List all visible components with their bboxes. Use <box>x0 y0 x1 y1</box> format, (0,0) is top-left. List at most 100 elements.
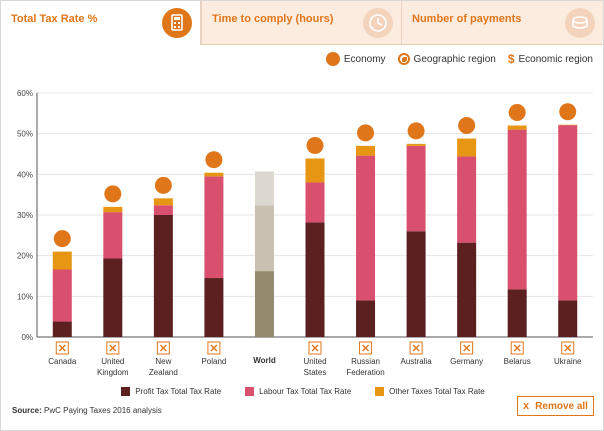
close-icon <box>412 344 420 352</box>
y-tick-label: 0% <box>21 333 33 342</box>
remove-all-button[interactable]: x Remove all <box>517 396 594 416</box>
bar-profit-tax <box>356 300 376 337</box>
coins-icon <box>565 8 595 38</box>
bar-labour-tax <box>457 156 477 243</box>
bar-labour-tax <box>52 269 72 322</box>
bar-other-taxes <box>254 171 274 206</box>
close-icon <box>311 344 319 352</box>
tab-total-tax-rate[interactable]: Total Tax Rate % <box>1 1 201 45</box>
source-label: Source: <box>12 406 42 415</box>
economy-marker <box>154 176 172 194</box>
stacked-bar-chart: 0% 10% 20% 30% 40% 50% 60% Canada United Kingdom N… <box>17 89 593 377</box>
economy-marker <box>306 136 324 154</box>
economy-marker <box>53 230 71 248</box>
bar-labour-tax <box>204 176 224 279</box>
legend-label: Labour Tax Total Tax Rate <box>259 387 352 396</box>
close-icon <box>58 344 66 352</box>
bar-labour-tax <box>103 212 123 259</box>
calculator-icon <box>162 8 192 38</box>
close-icon <box>564 344 572 352</box>
x-category-label: United <box>101 357 124 366</box>
dollar-icon: $ <box>507 52 515 66</box>
economy-marker <box>559 103 577 121</box>
bar-profit-tax <box>406 231 426 337</box>
x-category-label: Ukraine <box>554 357 582 366</box>
clock-icon <box>363 8 393 38</box>
tab-label: Total Tax Rate % <box>11 13 98 25</box>
legend-swatch <box>121 387 131 396</box>
legend-economy[interactable]: Economy <box>325 52 386 66</box>
bar-labour-tax <box>558 125 578 301</box>
economy-marker <box>357 124 375 142</box>
legend-item-other: Other Taxes Total Tax Rate <box>375 387 485 396</box>
bar-profit-tax <box>103 258 123 337</box>
bar-other-taxes <box>52 251 72 270</box>
source-text: PwC Paying Taxes 2016 analysis <box>44 406 162 415</box>
y-tick-label: 60% <box>17 89 33 98</box>
economy-marker <box>407 122 425 140</box>
bar-other-taxes <box>356 145 376 156</box>
bar-other-taxes <box>507 125 527 130</box>
bar-profit-tax <box>52 321 72 337</box>
bar-profit-tax <box>204 278 224 337</box>
legend-economic-region[interactable]: $ Economic region <box>508 52 593 66</box>
remove-all-label: Remove all <box>535 400 588 412</box>
bar-other-taxes <box>406 143 426 146</box>
bar-profit-tax <box>507 289 527 337</box>
economy-dot-icon <box>325 52 340 66</box>
bar-other-taxes <box>305 158 325 183</box>
source-note: Source: PwC Paying Taxes 2016 analysis <box>12 406 162 415</box>
economy-marker <box>104 185 122 203</box>
x-category-label: Germany <box>450 357 483 366</box>
legend-label: Economic region <box>518 53 593 65</box>
bar-other-taxes <box>103 206 123 213</box>
close-icon <box>463 344 471 352</box>
bar-profit-tax <box>153 215 173 337</box>
economy-marker <box>205 151 223 169</box>
bar-profit-tax <box>457 242 477 337</box>
legend-swatch <box>245 387 255 396</box>
tab-time-to-comply[interactable]: Time to comply (hours) <box>201 1 401 45</box>
bar-labour-tax <box>305 182 325 223</box>
legend-geographic-region[interactable]: Geographic region <box>397 53 496 65</box>
x-category-label: Russian <box>351 357 380 366</box>
economy-marker <box>508 104 526 122</box>
x-category-label: Zealand <box>149 368 178 377</box>
globe-icon <box>397 53 410 65</box>
economy-marker <box>458 117 476 135</box>
x-category-label: United <box>303 357 326 366</box>
close-icon <box>159 344 167 352</box>
close-icon <box>513 344 521 352</box>
close-icon <box>210 344 218 352</box>
legend-top: Economy Geographic region $ Economic reg… <box>314 52 593 66</box>
y-tick-label: 20% <box>17 252 33 261</box>
legend-label: Profit Tax Total Tax Rate <box>135 387 222 396</box>
tab-label: Time to comply (hours) <box>212 13 334 25</box>
x-category-label: World <box>253 356 276 365</box>
bar-labour-tax <box>153 205 173 215</box>
bar-other-taxes <box>153 198 173 206</box>
tab-label: Number of payments <box>412 13 522 25</box>
close-icon <box>109 344 117 352</box>
bar-labour-tax <box>254 205 274 272</box>
legend-item-labour: Labour Tax Total Tax Rate <box>245 387 351 396</box>
legend-item-profit: Profit Tax Total Tax Rate <box>121 387 221 396</box>
bar-profit-tax <box>558 300 578 337</box>
legend-label: Other Taxes Total Tax Rate <box>389 387 485 396</box>
bar-profit-tax <box>254 271 274 337</box>
bar-labour-tax <box>356 155 376 301</box>
legend-label: Geographic region <box>413 53 496 65</box>
y-tick-label: 50% <box>17 130 33 139</box>
x-category-label: Canada <box>48 357 77 366</box>
x-category-label: Australia <box>401 357 433 366</box>
x-category-label: Belarus <box>504 357 531 366</box>
bar-other-taxes <box>457 138 477 157</box>
bar-profit-tax <box>305 222 325 337</box>
y-tick-label: 30% <box>17 211 33 220</box>
legend-swatch <box>375 387 385 396</box>
tab-number-of-payments[interactable]: Number of payments <box>401 1 603 45</box>
close-icon: x <box>523 400 530 412</box>
legend-label: Economy <box>343 53 386 65</box>
x-category-label: Poland <box>201 357 226 366</box>
